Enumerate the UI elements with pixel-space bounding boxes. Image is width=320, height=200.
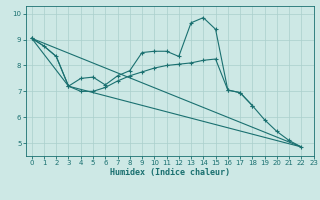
X-axis label: Humidex (Indice chaleur): Humidex (Indice chaleur) (109, 168, 230, 177)
